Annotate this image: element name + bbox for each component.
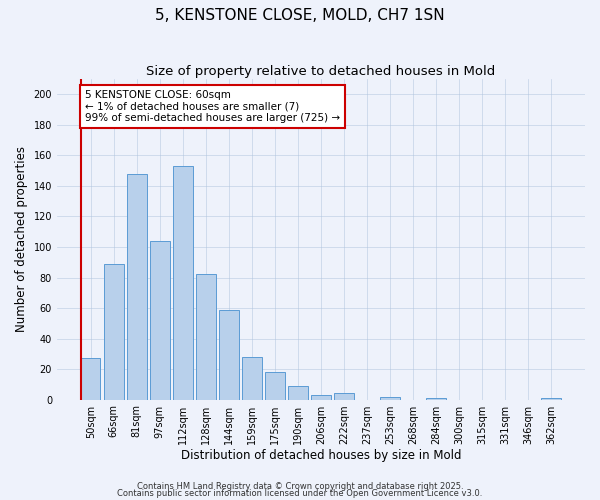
Title: Size of property relative to detached houses in Mold: Size of property relative to detached ho…	[146, 65, 496, 78]
Bar	[219, 310, 239, 400]
Bar	[196, 274, 215, 400]
Bar	[311, 395, 331, 400]
Text: Contains HM Land Registry data © Crown copyright and database right 2025.: Contains HM Land Registry data © Crown c…	[137, 482, 463, 491]
Bar	[265, 372, 284, 400]
Bar	[288, 386, 308, 400]
Bar	[334, 394, 354, 400]
Bar	[81, 358, 100, 400]
X-axis label: Distribution of detached houses by size in Mold: Distribution of detached houses by size …	[181, 450, 461, 462]
Bar	[380, 396, 400, 400]
Bar	[150, 241, 170, 400]
Bar	[426, 398, 446, 400]
Text: 5, KENSTONE CLOSE, MOLD, CH7 1SN: 5, KENSTONE CLOSE, MOLD, CH7 1SN	[155, 8, 445, 22]
Text: Contains public sector information licensed under the Open Government Licence v3: Contains public sector information licen…	[118, 489, 482, 498]
Bar	[541, 398, 561, 400]
Bar	[104, 264, 124, 400]
Text: 5 KENSTONE CLOSE: 60sqm
← 1% of detached houses are smaller (7)
99% of semi-deta: 5 KENSTONE CLOSE: 60sqm ← 1% of detached…	[85, 90, 340, 123]
Bar	[127, 174, 146, 400]
Bar	[242, 357, 262, 400]
Bar	[173, 166, 193, 400]
Y-axis label: Number of detached properties: Number of detached properties	[15, 146, 28, 332]
